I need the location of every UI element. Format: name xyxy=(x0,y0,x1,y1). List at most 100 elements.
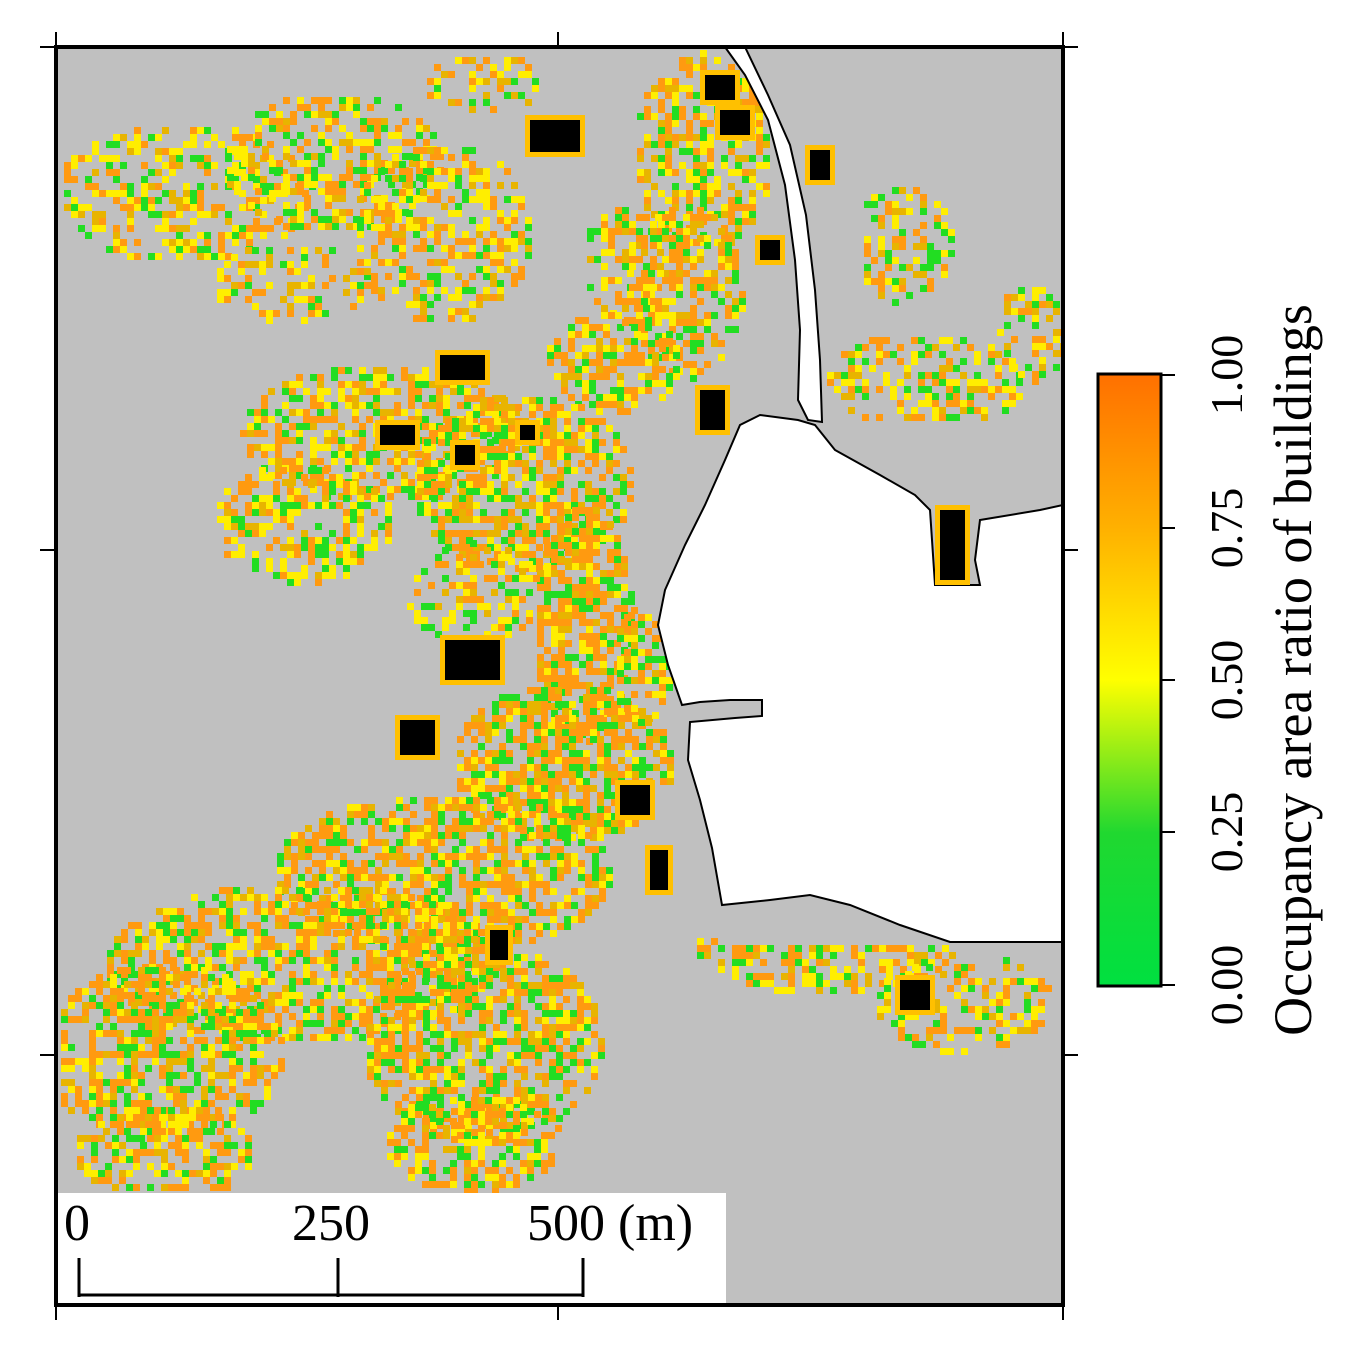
occupancy-cell xyxy=(543,425,550,432)
occupancy-cell xyxy=(436,908,443,915)
occupancy-cell xyxy=(577,996,584,1003)
occupancy-cell xyxy=(485,792,492,799)
occupancy-cell xyxy=(240,999,247,1006)
occupancy-cell xyxy=(378,203,385,210)
occupancy-cell xyxy=(61,1030,68,1037)
occupancy-cell xyxy=(247,922,254,929)
occupancy-cell xyxy=(162,225,169,232)
occupancy-cell xyxy=(490,64,497,71)
occupancy-cell xyxy=(579,563,586,570)
occupancy-cell xyxy=(232,239,239,246)
occupancy-cell xyxy=(676,256,683,263)
occupancy-cell xyxy=(264,1065,271,1072)
occupancy-cell xyxy=(562,771,569,778)
occupancy-cell xyxy=(289,950,296,957)
occupancy-cell xyxy=(345,901,352,908)
occupancy-cell xyxy=(366,1006,373,1013)
occupancy-cell xyxy=(332,153,339,160)
occupancy-cell xyxy=(480,937,487,944)
occupancy-cell xyxy=(389,811,396,818)
occupancy-cell xyxy=(417,474,424,481)
occupancy-cell xyxy=(394,985,401,992)
occupancy-cell xyxy=(103,1030,110,1037)
occupancy-cell xyxy=(416,1010,423,1017)
occupancy-cell xyxy=(120,190,127,197)
occupancy-cell xyxy=(222,1093,229,1100)
occupancy-cell xyxy=(359,915,366,922)
occupancy-cell xyxy=(564,902,571,909)
occupancy-cell xyxy=(617,394,624,401)
occupancy-cell xyxy=(653,764,660,771)
occupancy-cell xyxy=(339,216,346,223)
occupancy-cell xyxy=(534,687,541,694)
occupancy-cell xyxy=(714,190,721,197)
occupancy-cell xyxy=(166,988,173,995)
occupancy-cell xyxy=(399,231,406,238)
occupancy-cell xyxy=(465,1031,472,1038)
occupancy-cell xyxy=(269,118,276,125)
occupancy-cell xyxy=(465,1003,472,1010)
occupancy-cell xyxy=(231,537,238,544)
occupancy-cell xyxy=(556,975,563,982)
occupancy-cell xyxy=(354,867,361,874)
occupancy-cell xyxy=(431,853,438,860)
occupancy-cell xyxy=(471,736,478,743)
occupancy-cell xyxy=(243,988,250,995)
occupancy-cell xyxy=(451,947,458,954)
occupancy-cell xyxy=(690,256,697,263)
occupancy-cell xyxy=(280,261,287,268)
occupancy-cell xyxy=(697,256,704,263)
occupancy-cell xyxy=(240,957,247,964)
occupancy-cell xyxy=(420,245,427,252)
occupancy-cell xyxy=(544,605,551,612)
occupancy-cell xyxy=(658,85,665,92)
occupancy-cell xyxy=(415,381,422,388)
occupancy-cell xyxy=(103,1051,110,1058)
occupancy-cell xyxy=(444,947,451,954)
occupancy-cell xyxy=(582,352,589,359)
occupancy-cell xyxy=(301,296,308,303)
occupancy-cell xyxy=(166,1009,173,1016)
occupancy-cell xyxy=(254,943,261,950)
occupancy-cell xyxy=(429,381,436,388)
occupancy-cell xyxy=(469,85,476,92)
occupancy-cell xyxy=(184,978,191,985)
occupancy-cell xyxy=(387,908,394,915)
occupancy-cell xyxy=(529,923,536,930)
occupancy-cell xyxy=(366,465,373,472)
occupancy-cell xyxy=(564,916,571,923)
occupancy-cell xyxy=(346,132,353,139)
occupancy-cell xyxy=(690,221,697,228)
occupancy-cell xyxy=(565,514,572,521)
occupancy-cell xyxy=(271,1030,278,1037)
occupancy-cell xyxy=(505,624,512,631)
occupancy-cell xyxy=(648,354,655,361)
occupancy-cell xyxy=(537,633,544,640)
occupancy-cell xyxy=(673,345,680,352)
occupancy-cell xyxy=(557,432,564,439)
occupancy-cell xyxy=(569,764,576,771)
occupancy-cell xyxy=(131,1086,138,1093)
occupancy-cell xyxy=(487,839,494,846)
occupancy-cell xyxy=(480,544,487,551)
occupancy-cell xyxy=(686,204,693,211)
occupancy-cell xyxy=(494,909,501,916)
occupancy-cell xyxy=(501,825,508,832)
occupancy-cell xyxy=(261,936,268,943)
occupancy-cell xyxy=(424,825,431,832)
occupancy-cell xyxy=(558,661,565,668)
occupancy-cell xyxy=(318,104,325,111)
occupancy-cell xyxy=(322,254,329,261)
occupancy-cell xyxy=(455,210,462,217)
occupancy-cell xyxy=(501,432,508,439)
occupancy-cell xyxy=(658,218,665,225)
occupancy-cell xyxy=(287,579,294,586)
occupancy-cell xyxy=(331,971,338,978)
occupancy-cell xyxy=(421,603,428,610)
occupancy-cell xyxy=(565,626,572,633)
occupancy-cell xyxy=(586,598,593,605)
occupancy-cell xyxy=(366,1020,373,1027)
occupancy-cell xyxy=(329,530,336,537)
occupancy-cell xyxy=(117,1009,124,1016)
occupancy-cell xyxy=(226,901,233,908)
